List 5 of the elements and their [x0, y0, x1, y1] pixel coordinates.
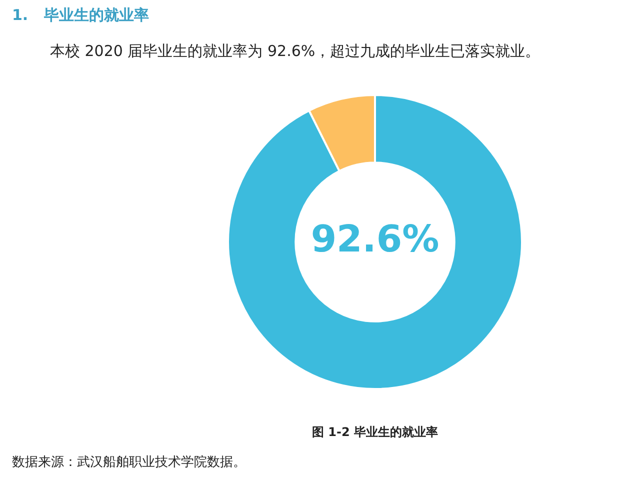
text: 1. 毕业生的就业率 [12, 6, 149, 25]
source-note: 数据来源：武汉船舶职业技术学院数据。 [12, 454, 246, 471]
data-label: 92.6% [310, 218, 440, 261]
caption: 图 1-2 毕业生的就业率 [310, 424, 440, 441]
chart-subtitle: 本校 2020 届毕业生的就业率为 92.6%，超过九成的毕业生已落实就业。 [50, 42, 540, 61]
